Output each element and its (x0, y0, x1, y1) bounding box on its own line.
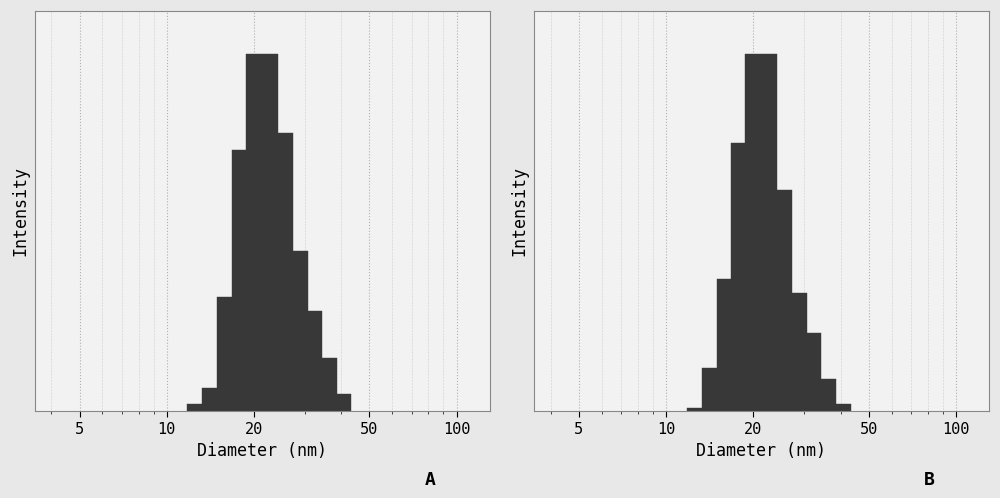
Bar (819, 404, 851, 411)
X-axis label: Diameter (nm): Diameter (nm) (197, 442, 327, 460)
Bar (717, 279, 749, 411)
Bar (246, 54, 278, 411)
Bar (804, 379, 836, 411)
Bar (760, 190, 792, 411)
Bar (745, 54, 777, 411)
Text: B: B (924, 472, 935, 490)
Bar (789, 333, 821, 411)
Y-axis label: Intensity: Intensity (11, 166, 29, 256)
Bar (232, 150, 264, 411)
Bar (775, 293, 807, 411)
Bar (305, 358, 337, 411)
Bar (731, 143, 763, 411)
Bar (217, 297, 249, 411)
Bar (202, 388, 235, 411)
X-axis label: Diameter (nm): Diameter (nm) (696, 442, 826, 460)
Y-axis label: Intensity: Intensity (510, 166, 528, 256)
Bar (276, 250, 308, 411)
Bar (290, 311, 322, 411)
Text: A: A (425, 472, 436, 490)
Bar (702, 369, 734, 411)
Bar (187, 404, 220, 411)
Bar (687, 408, 719, 411)
Bar (319, 393, 351, 411)
Bar (261, 132, 293, 411)
